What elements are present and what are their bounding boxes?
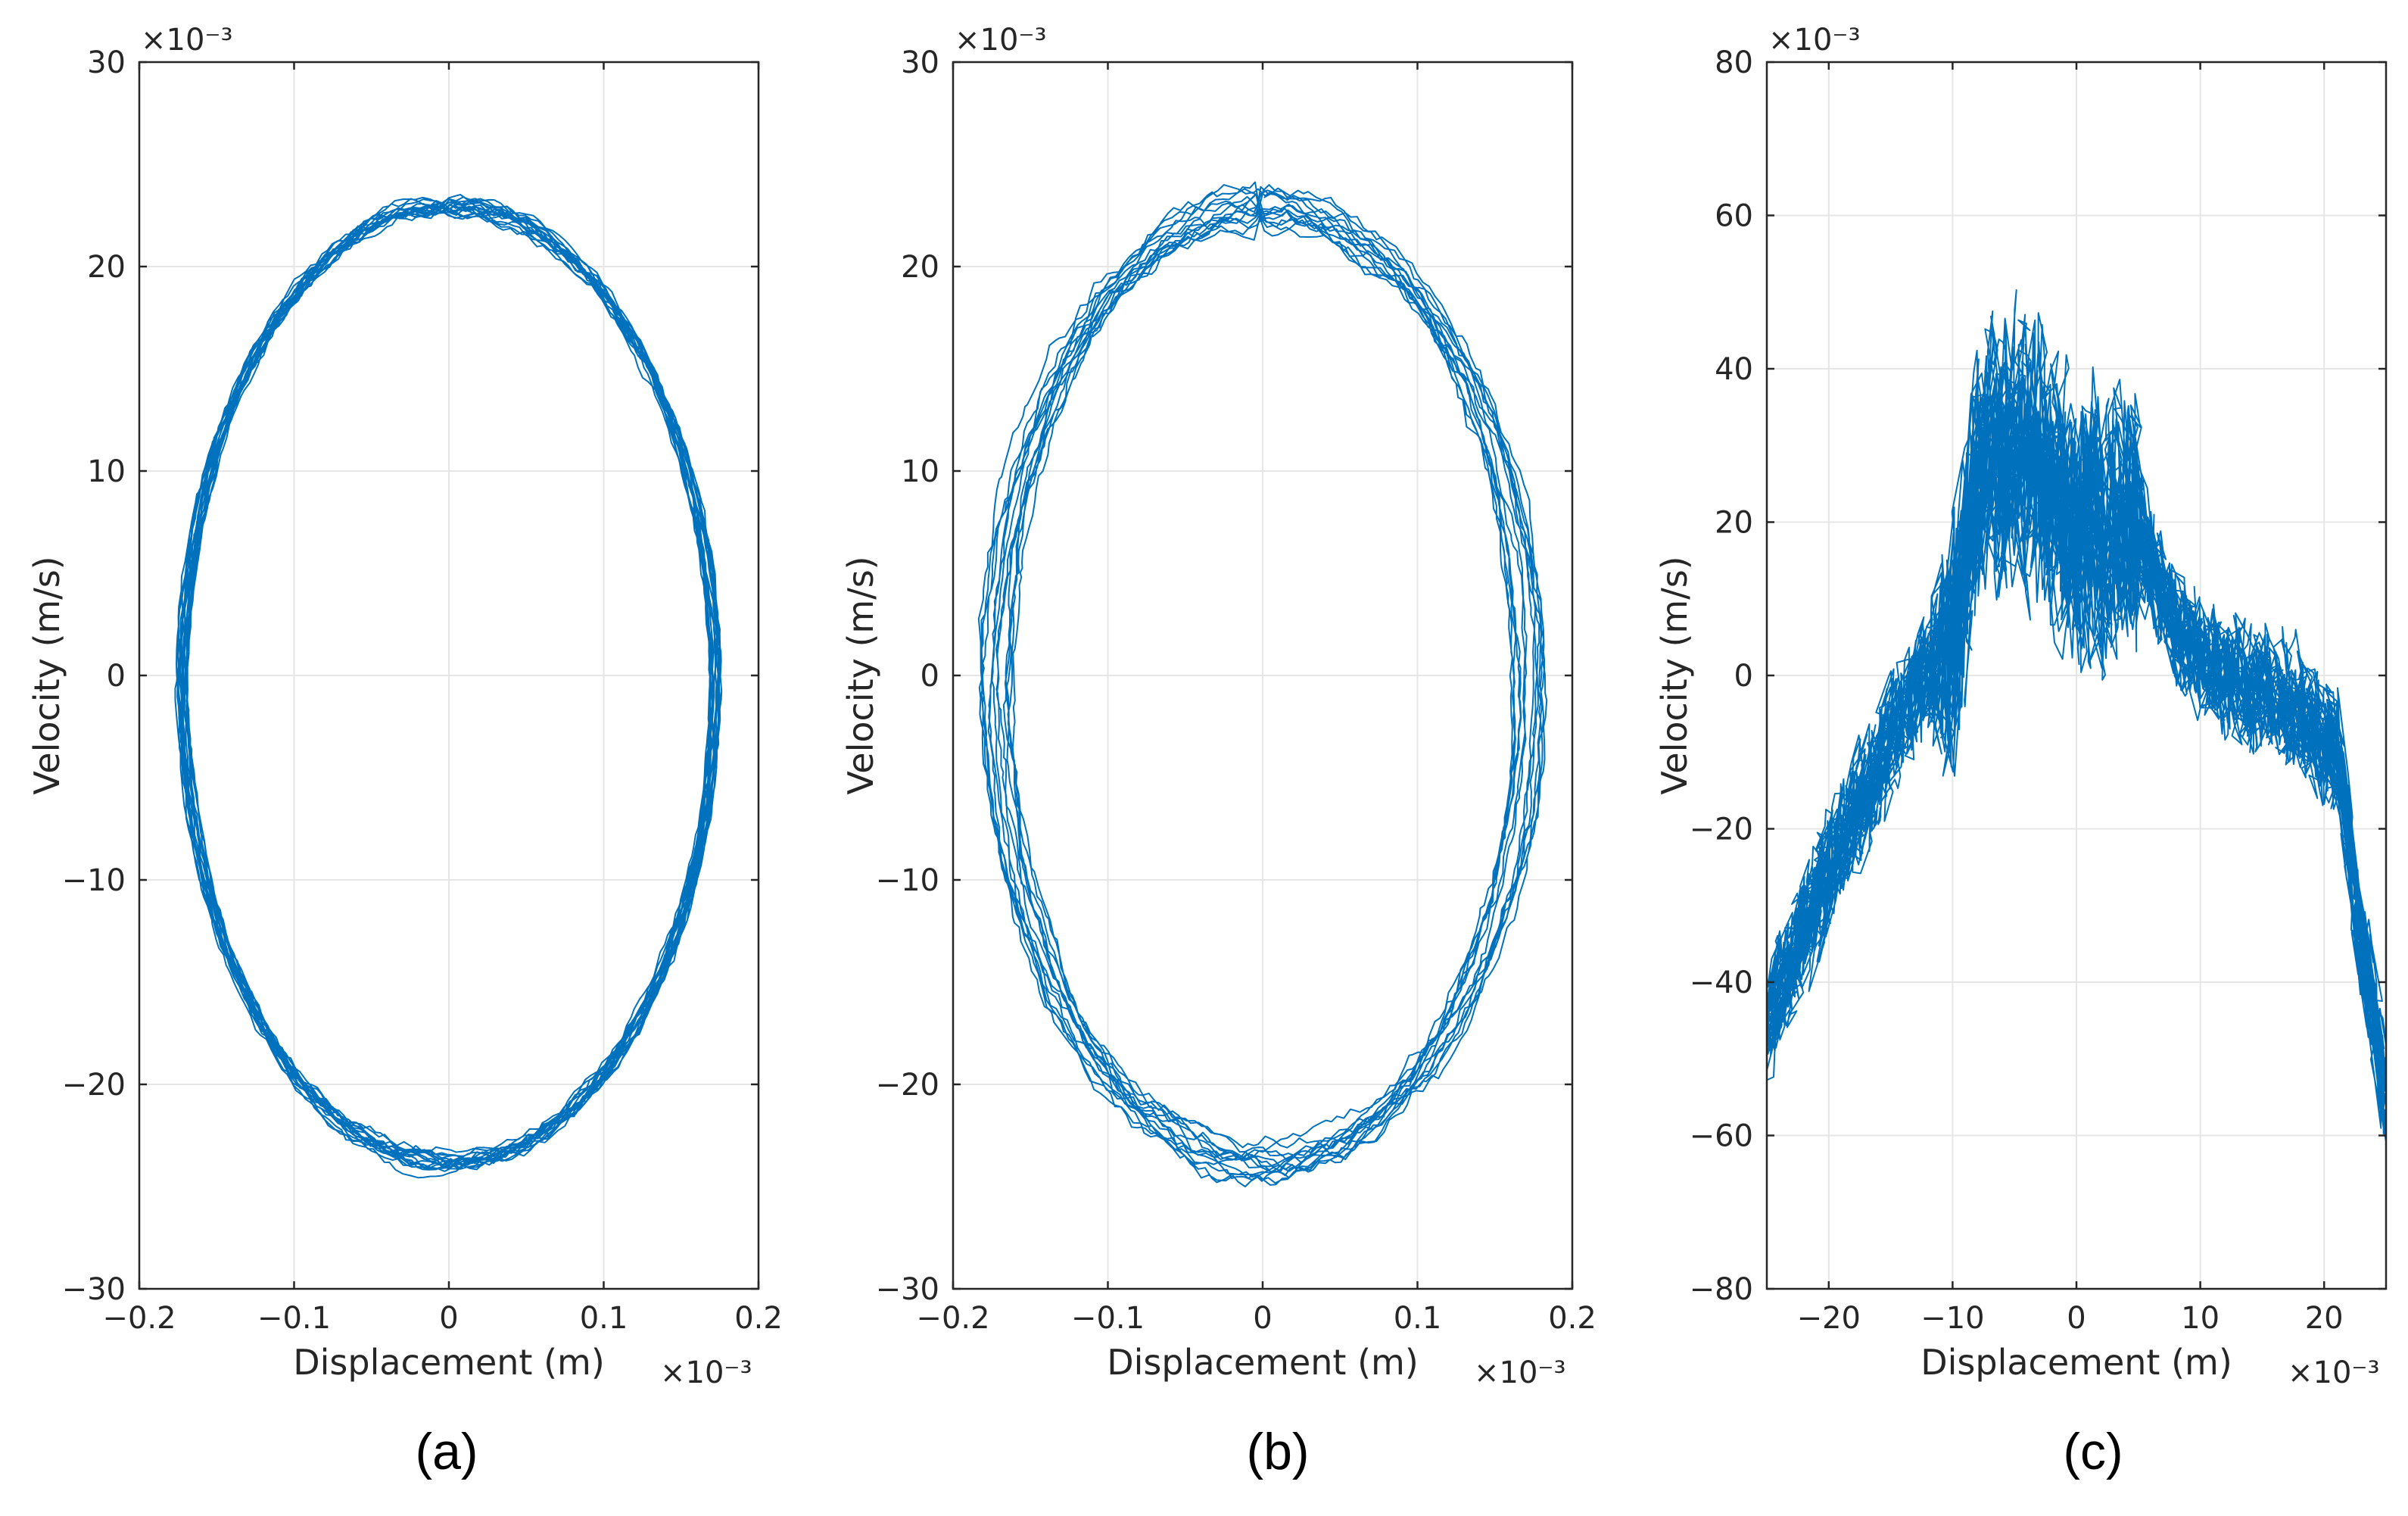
y-tick-label: −30 <box>62 1272 126 1307</box>
y-tick-label: −80 <box>1690 1272 1753 1307</box>
y-tick-label: 20 <box>1715 506 1753 541</box>
y-tick-label: 10 <box>87 454 126 489</box>
x-tick-label: −20 <box>1797 1301 1861 1336</box>
y-tick-label: −30 <box>876 1272 939 1307</box>
x-multiplier-a: ×10⁻³ <box>660 1355 752 1390</box>
x-tick-label: 20 <box>2305 1301 2344 1336</box>
y-tick-label: 40 <box>1715 352 1753 387</box>
trace-c <box>1767 289 2386 1145</box>
x-axis-label-c: Displacement (m) <box>1920 1342 2232 1383</box>
y-axis-label-b: Velocity (m/s) <box>840 556 881 794</box>
grid-b <box>952 61 1573 1290</box>
y-tick-label: −20 <box>876 1068 939 1103</box>
y-tick-label: −20 <box>62 1068 126 1103</box>
panel-label-c: (c) <box>2063 1423 2123 1480</box>
x-multiplier-b: ×10⁻³ <box>1474 1355 1566 1390</box>
x-tick-label: −0.2 <box>916 1301 989 1336</box>
grid-a <box>139 61 759 1290</box>
y-tick-label: −10 <box>876 863 939 898</box>
x-tick-label: −10 <box>1920 1301 1984 1336</box>
ticks-c: −20 −10 0 10 20 −80 −60 −40 −20 0 20 40 60 80 <box>1690 45 2386 1336</box>
x-tick-label: 10 <box>2181 1301 2220 1336</box>
x-tick-label: 0.1 <box>1394 1301 1442 1336</box>
trace-b <box>977 181 1548 1187</box>
y-tick-label: 80 <box>1715 45 1753 80</box>
y-tick-label: 60 <box>1715 199 1753 234</box>
x-tick-label: 0.2 <box>1548 1301 1597 1336</box>
y-axis-label-c: Velocity (m/s) <box>1654 556 1695 794</box>
y-tick-label: −40 <box>1690 965 1753 1000</box>
x-tick-label: −0.2 <box>102 1301 176 1336</box>
series-line <box>174 194 723 1179</box>
y-tick-label: 10 <box>901 454 939 489</box>
y-tick-label: 0 <box>107 659 126 694</box>
series-line <box>1767 289 2386 1145</box>
y-multiplier-b: ×10⁻³ <box>955 23 1047 58</box>
y-multiplier-a: ×10⁻³ <box>141 23 233 58</box>
x-tick-label: −0.1 <box>257 1301 331 1336</box>
x-tick-label: 0 <box>2067 1301 2086 1336</box>
ticks-b: −0.2 −0.1 0 0.1 0.2 −30 −20 −10 0 10 20 30 <box>876 45 1597 1336</box>
panel-label-b: (b) <box>1246 1423 1309 1480</box>
y-tick-label: 30 <box>901 45 939 80</box>
y-tick-label: −10 <box>62 863 126 898</box>
y-tick-label: 20 <box>901 250 939 285</box>
x-tick-label: 0 <box>1253 1301 1272 1336</box>
y-tick-label: −20 <box>1690 813 1753 847</box>
trace-a <box>174 194 723 1179</box>
y-axis-label-a: Velocity (m/s) <box>26 556 67 794</box>
x-tick-label: 0.2 <box>734 1301 783 1336</box>
y-tick-label: 0 <box>921 659 939 694</box>
y-tick-label: 30 <box>87 45 126 80</box>
y-tick-label: 0 <box>1734 659 1753 694</box>
y-multiplier-c: ×10⁻³ <box>1768 23 1861 58</box>
y-tick-label: −60 <box>1690 1119 1753 1154</box>
y-tick-label: 20 <box>87 250 126 285</box>
x-multiplier-c: ×10⁻³ <box>2288 1355 2380 1390</box>
x-tick-label: −0.1 <box>1071 1301 1145 1336</box>
x-tick-label: 0 <box>439 1301 458 1336</box>
series-line <box>977 181 1548 1187</box>
x-tick-label: 0.1 <box>580 1301 628 1336</box>
panel-label-a: (a) <box>415 1423 478 1480</box>
chart-a: −0.2 −0.1 0 0.1 0.2 −30 −20 −10 0 10 20 30 Displace… <box>26 23 783 1480</box>
ticks-a: −0.2 −0.1 0 0.1 0.2 −30 −20 −10 0 10 20 30 <box>62 45 783 1336</box>
chart-c: −20 −10 0 10 20 −80 −60 −40 −20 0 20 40 60 80 Displac… <box>1654 23 2388 1480</box>
x-axis-label-a: Displacement (m) <box>293 1342 605 1383</box>
x-axis-label-b: Displacement (m) <box>1107 1342 1419 1383</box>
chart-b: −0.2 −0.1 0 0.1 0.2 −30 −20 −10 0 10 20 30 Displace… <box>840 23 1597 1480</box>
